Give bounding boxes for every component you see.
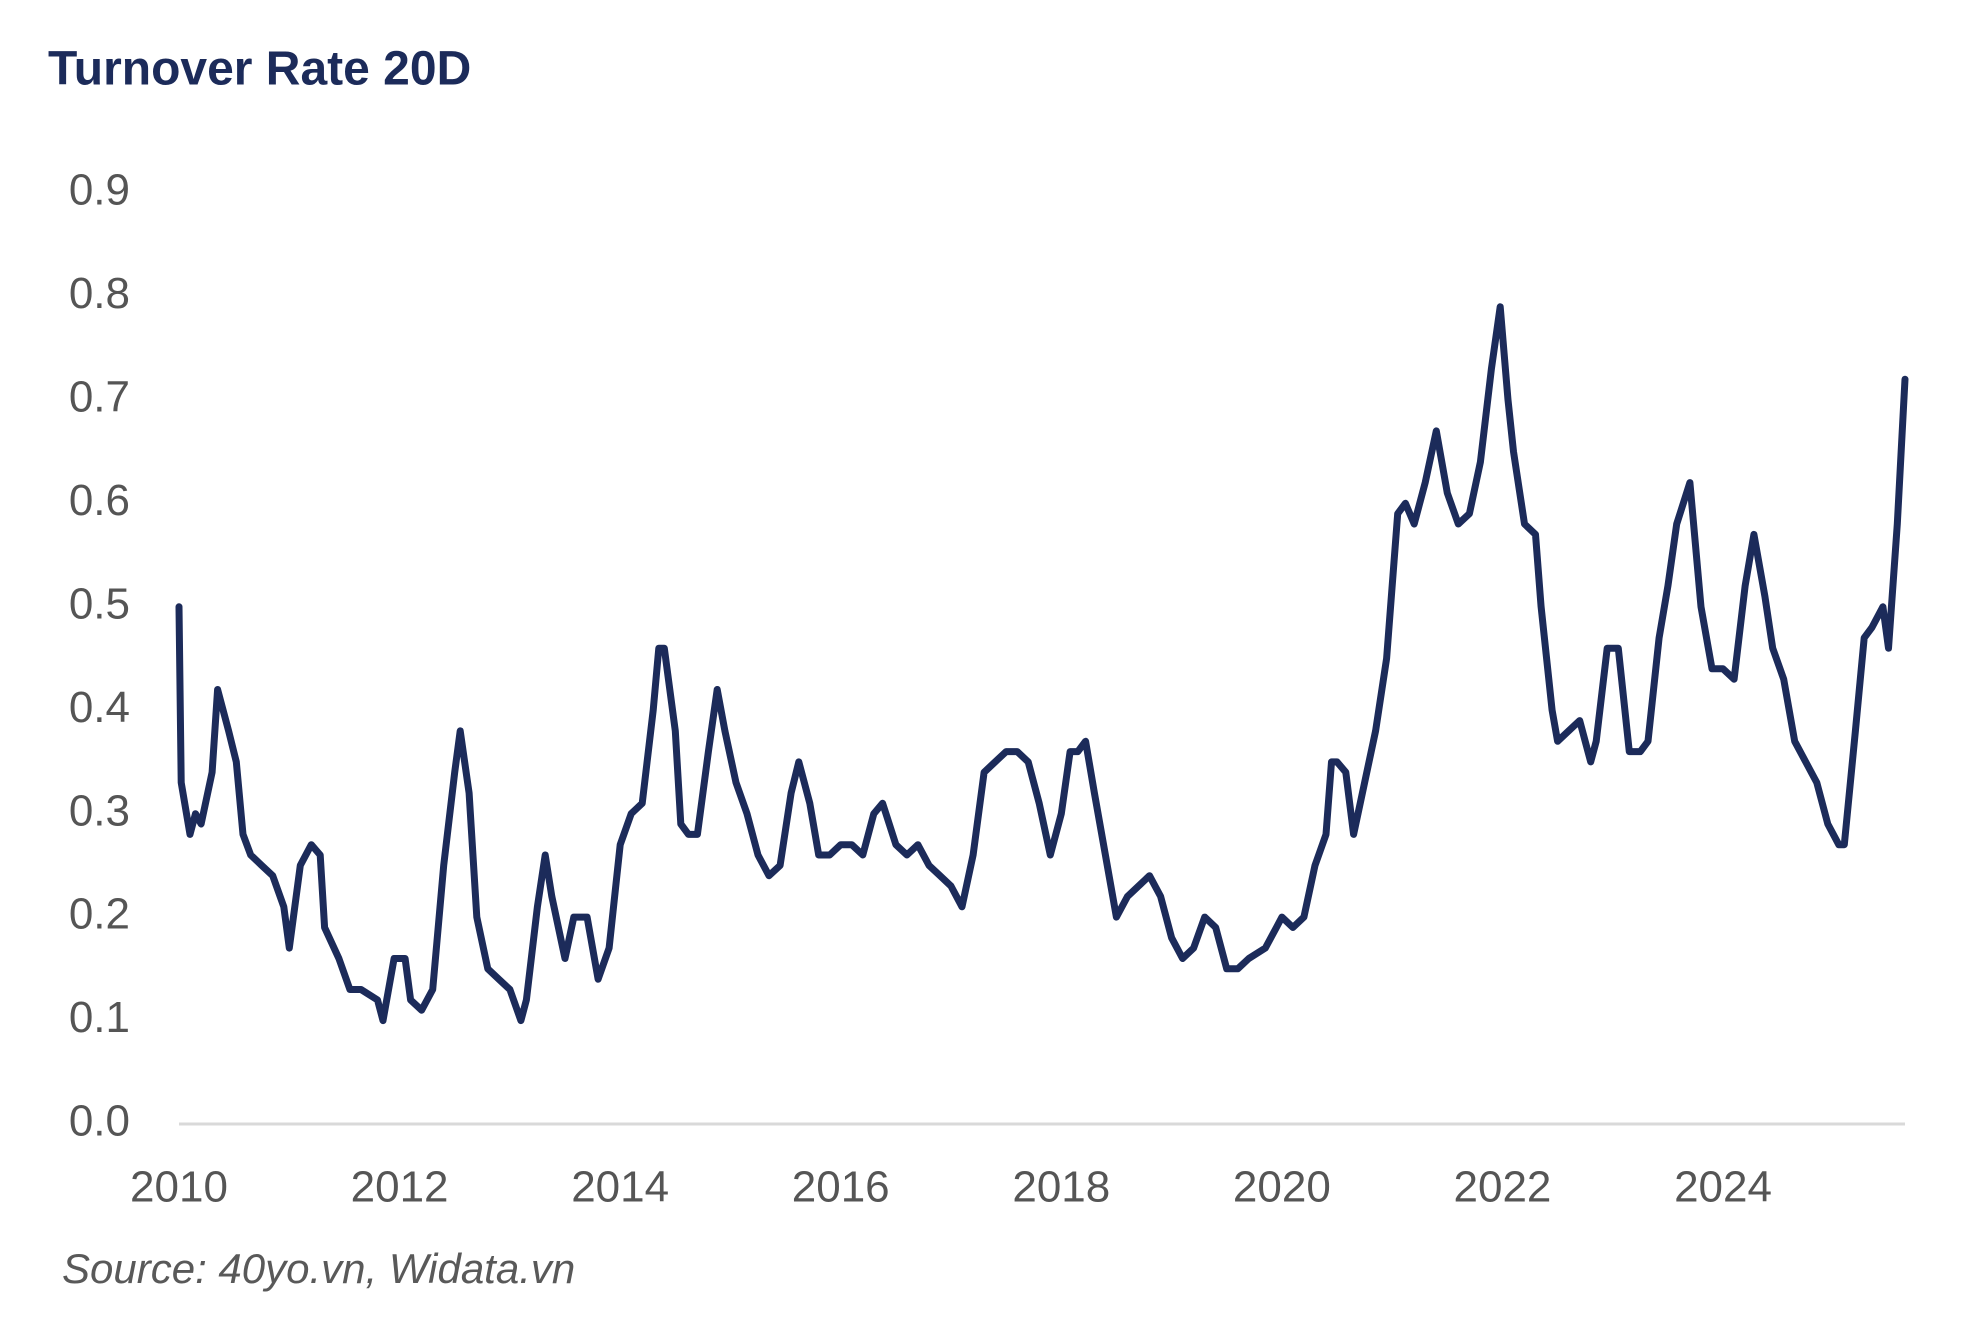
y-tick-label: 0.0 [69, 1097, 130, 1146]
y-tick-label: 0.2 [69, 890, 130, 939]
y-tick-label: 0.9 [69, 166, 130, 215]
y-tick-label: 0.1 [69, 993, 130, 1042]
x-tick-label: 2022 [1454, 1163, 1552, 1212]
x-tick-label: 2014 [571, 1163, 669, 1212]
chart-title: Turnover Rate 20D [48, 43, 471, 96]
x-tick-label: 2012 [351, 1163, 449, 1212]
y-tick-label: 0.7 [69, 373, 130, 422]
y-tick-label: 0.6 [69, 476, 130, 525]
source-note: Source: 40yo.vn, Widata.vn [62, 1245, 575, 1292]
x-tick-label: 2010 [130, 1163, 228, 1212]
x-tick-label: 2024 [1674, 1163, 1772, 1212]
x-tick-label: 2016 [792, 1163, 890, 1212]
x-tick-label: 2018 [1012, 1163, 1110, 1212]
y-tick-label: 0.3 [69, 786, 130, 835]
x-tick-label: 2020 [1233, 1163, 1331, 1212]
y-tick-label: 0.4 [69, 683, 130, 732]
y-tick-label: 0.8 [69, 269, 130, 318]
y-tick-label: 0.5 [69, 579, 130, 628]
line [175, 303, 1909, 1025]
